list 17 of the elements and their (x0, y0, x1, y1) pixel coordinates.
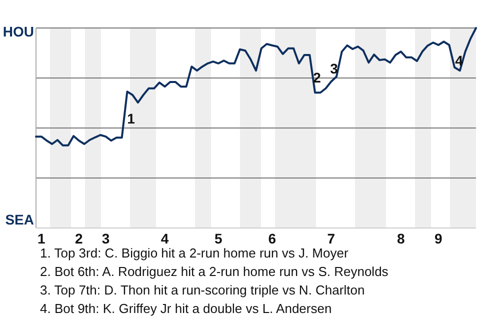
x-tick-label: 4 (160, 230, 169, 247)
x-tick-label: 2 (75, 230, 84, 247)
text: 3. Top 7th: D. Thon hit a run-scoring triple vs N. Charlton (40, 282, 365, 298)
annotation: 3 (330, 60, 338, 77)
text: 4. Bot 9th: K. Griffey Jr hit a double vs L. Andersen (40, 300, 332, 316)
x-tick-label: 9 (434, 230, 443, 247)
x-tick-label: 7 (327, 230, 336, 247)
x-tick-label: 8 (396, 230, 405, 247)
annotation: 1 (127, 110, 136, 127)
text: SEA (5, 212, 34, 228)
x-tick-label: 6 (268, 230, 276, 247)
x-tick-label: 5 (214, 230, 223, 247)
text: HOU (2, 24, 34, 40)
x-tick-label: 3 (102, 230, 110, 247)
x-tick-label: 1 (37, 230, 46, 247)
text: 1. Top 3rd: C. Biggio hit a 2-run home run vs J. Moyer (40, 245, 349, 260)
text: 2. Bot 6th: A. Rodriguez hit a 2-run home run vs S. Reynolds (40, 264, 389, 279)
